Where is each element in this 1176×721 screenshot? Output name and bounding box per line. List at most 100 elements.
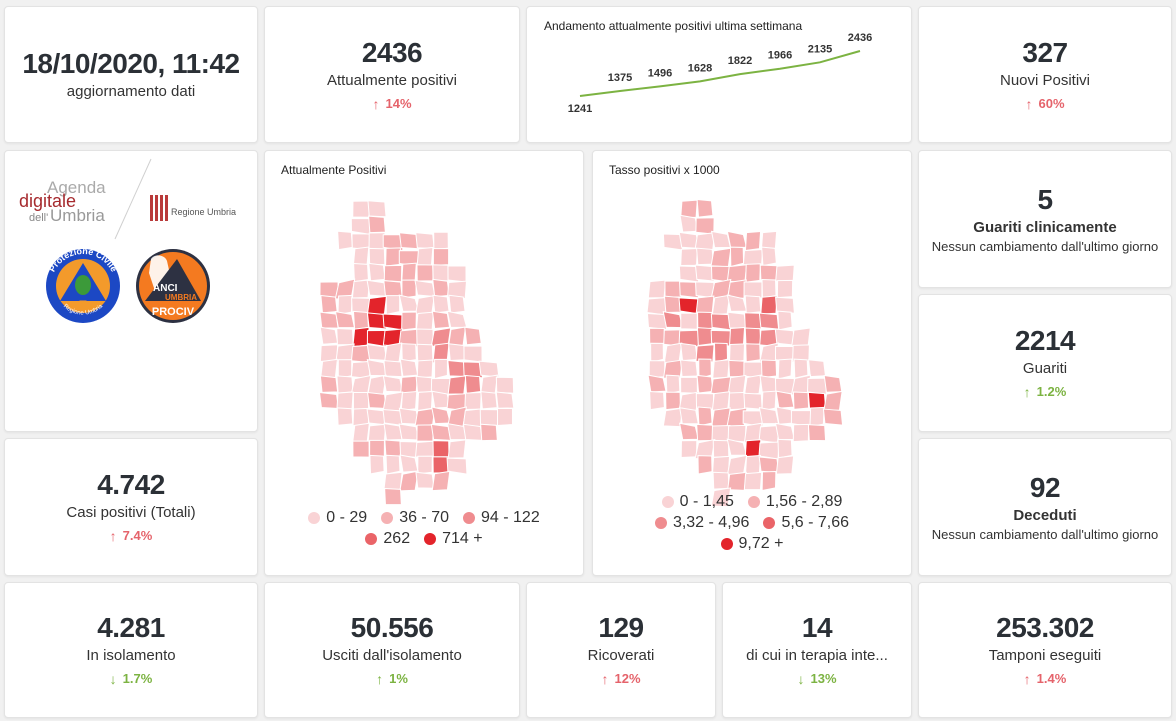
municipality-region[interactable] [679, 359, 699, 378]
municipality-region[interactable] [743, 471, 763, 491]
municipality-region[interactable] [664, 280, 682, 298]
municipality-region[interactable] [726, 230, 748, 248]
municipality-region[interactable] [727, 424, 747, 443]
municipality-region[interactable] [353, 263, 369, 283]
municipality-region[interactable] [384, 439, 402, 458]
legend-item[interactable]: 5,6 - 7,66 [763, 512, 849, 533]
municipality-region[interactable] [663, 342, 683, 364]
municipality-region[interactable] [775, 455, 795, 475]
municipality-region[interactable] [776, 279, 794, 299]
municipality-region[interactable] [336, 327, 354, 346]
municipality-region[interactable] [777, 310, 793, 331]
municipality-region[interactable] [366, 295, 388, 316]
municipality-region[interactable] [431, 310, 451, 329]
municipality-region[interactable] [761, 470, 777, 492]
municipality-region[interactable] [385, 295, 401, 315]
municipality-region[interactable] [680, 248, 698, 266]
municipality-region[interactable] [728, 359, 746, 378]
municipality-region[interactable] [697, 311, 713, 331]
municipality-region[interactable] [696, 423, 714, 442]
municipality-region[interactable] [382, 313, 404, 331]
municipality-region[interactable] [696, 198, 714, 218]
municipality-region[interactable] [415, 471, 435, 489]
municipality-region[interactable] [367, 423, 387, 443]
municipality-region[interactable] [680, 312, 698, 330]
municipality-region[interactable] [775, 264, 795, 283]
municipality-region[interactable] [432, 294, 450, 314]
municipality-region[interactable] [758, 456, 780, 474]
municipality-region[interactable] [808, 359, 826, 378]
municipality-region[interactable] [649, 391, 665, 411]
municipality-region[interactable] [758, 441, 780, 460]
municipality-region[interactable] [743, 392, 763, 410]
municipality-region[interactable] [744, 327, 762, 346]
municipality-region[interactable] [695, 295, 715, 315]
municipality-region[interactable] [383, 471, 403, 491]
municipality-region[interactable] [464, 374, 482, 394]
municipality-region[interactable] [807, 391, 827, 409]
municipality-region[interactable] [368, 247, 386, 266]
municipality-region[interactable] [319, 311, 339, 329]
municipality-region[interactable] [401, 279, 417, 299]
municipality-region[interactable] [398, 294, 420, 312]
municipality-region[interactable] [385, 247, 401, 267]
municipality-region[interactable] [495, 391, 515, 409]
municipality-region[interactable] [761, 390, 777, 412]
municipality-region[interactable] [775, 296, 795, 314]
municipality-region[interactable] [368, 232, 386, 250]
municipality-region[interactable] [352, 392, 370, 410]
municipality-region[interactable] [383, 264, 403, 283]
municipality-region[interactable] [478, 360, 500, 378]
municipality-region[interactable] [366, 343, 388, 362]
municipality-region[interactable] [433, 231, 449, 251]
municipality-region[interactable] [463, 345, 483, 363]
municipality-region[interactable] [432, 264, 450, 282]
municipality-region[interactable] [809, 406, 825, 428]
municipality-region[interactable] [352, 440, 370, 458]
municipality-region[interactable] [352, 407, 370, 427]
municipality-region[interactable] [761, 246, 777, 267]
municipality-region[interactable] [694, 264, 716, 282]
municipality-region[interactable] [711, 391, 731, 411]
municipality-region[interactable] [447, 375, 467, 395]
municipality-region[interactable] [416, 359, 434, 379]
municipality-region[interactable] [432, 248, 450, 266]
municipality-region[interactable] [792, 423, 810, 443]
municipality-region[interactable] [744, 454, 762, 476]
municipality-region[interactable] [696, 374, 714, 394]
municipality-region[interactable] [446, 457, 468, 475]
municipality-region[interactable] [350, 218, 372, 236]
municipality-region[interactable] [495, 376, 515, 394]
municipality-region[interactable] [497, 407, 513, 427]
municipality-region[interactable] [727, 471, 747, 491]
municipality-region[interactable] [369, 454, 385, 475]
municipality-region[interactable] [432, 278, 450, 298]
municipality-region[interactable] [334, 311, 356, 329]
legend-item[interactable]: 1,56 - 2,89 [747, 491, 842, 512]
municipality-region[interactable] [431, 406, 451, 425]
municipality-region[interactable] [446, 280, 468, 300]
municipality-region[interactable] [415, 311, 435, 331]
municipality-region[interactable] [320, 294, 338, 314]
municipality-region[interactable] [416, 328, 434, 346]
municipality-region[interactable] [434, 358, 448, 380]
municipality-region[interactable] [697, 406, 713, 427]
municipality-region[interactable] [711, 455, 731, 475]
municipality-region[interactable] [758, 312, 780, 330]
municipality-region[interactable] [695, 344, 715, 363]
municipality-region[interactable] [823, 374, 843, 393]
legend-item[interactable]: 94 - 122 [463, 507, 540, 528]
municipality-region[interactable] [447, 439, 467, 459]
municipality-region[interactable] [745, 263, 761, 283]
municipality-region[interactable] [743, 374, 763, 396]
municipality-region[interactable] [401, 343, 417, 363]
municipality-region[interactable] [663, 295, 683, 313]
municipality-region[interactable] [758, 407, 780, 425]
legend-item[interactable]: 0 - 1,45 [661, 491, 734, 512]
municipality-region[interactable] [398, 423, 420, 441]
municipality-region[interactable] [696, 327, 714, 347]
municipality-region[interactable] [368, 262, 386, 282]
municipality-region[interactable] [416, 246, 434, 268]
municipality-region[interactable] [698, 358, 712, 380]
municipality-region[interactable] [774, 422, 796, 441]
